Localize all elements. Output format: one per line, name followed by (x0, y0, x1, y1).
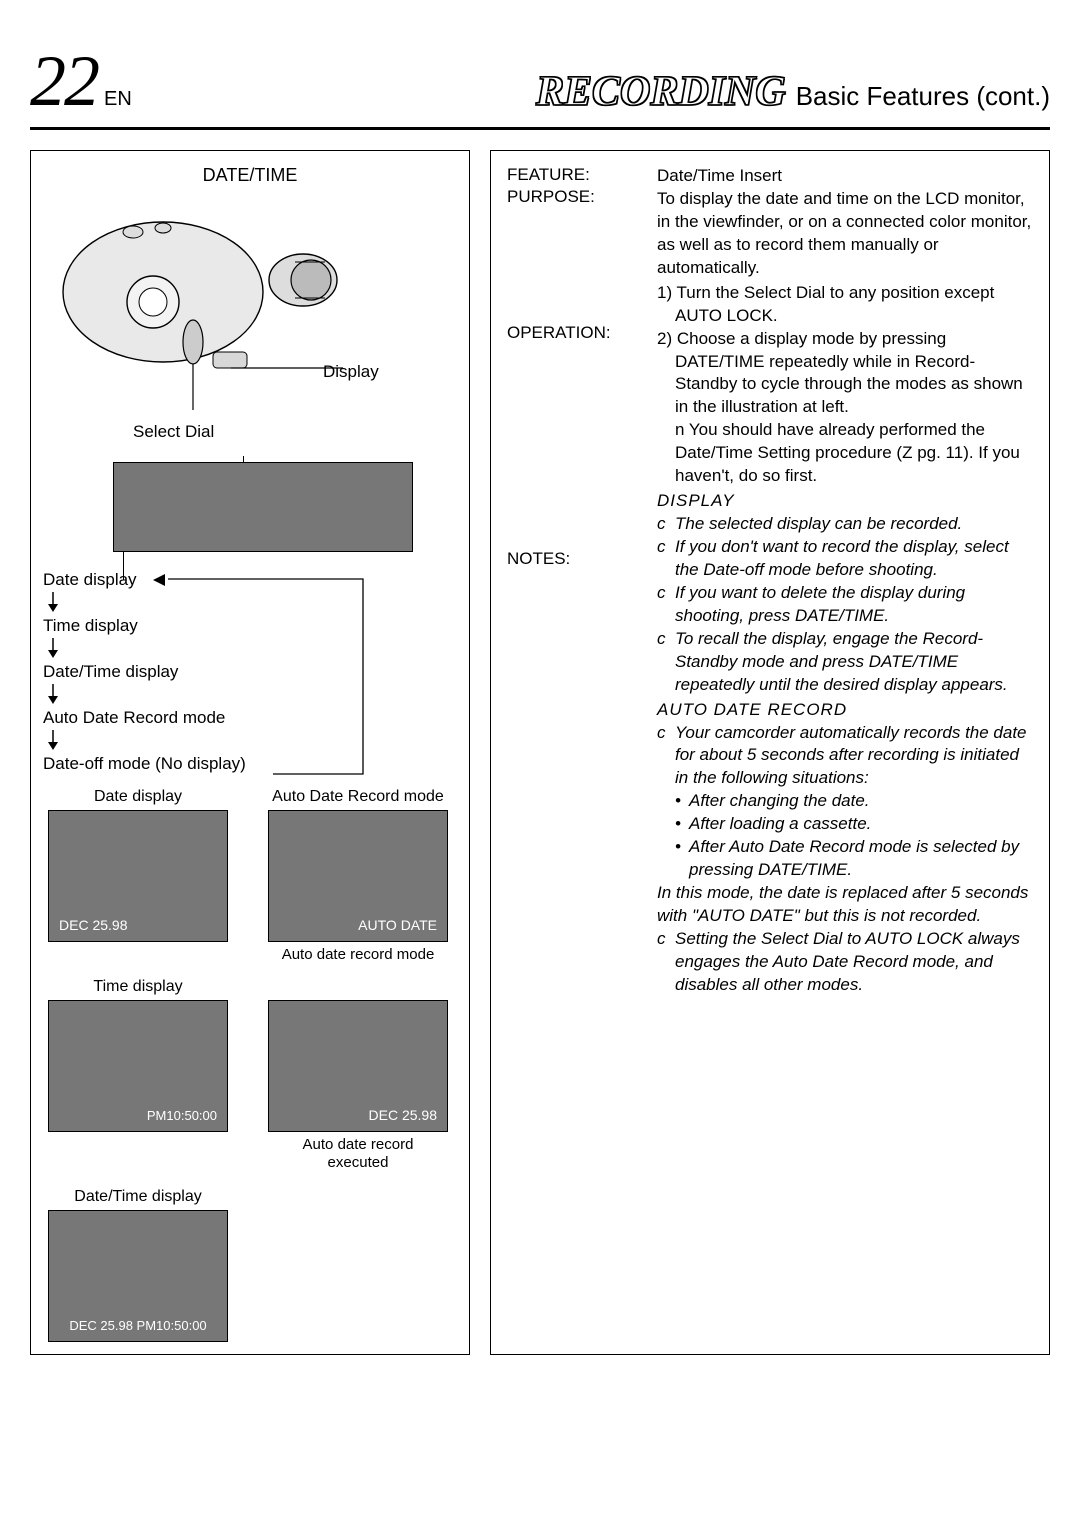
loop-back-line (163, 574, 383, 786)
thumb-date-display: Date display DEC 25.98 (43, 788, 233, 964)
select-dial-label: Select Dial (133, 422, 214, 442)
thumb-screen: DEC 25.98 (48, 810, 228, 942)
op-line: 1) Turn the Select Dial to any position … (675, 282, 1033, 328)
thumb-label: Date display (43, 788, 233, 806)
notes-text: If you don't want to record the display,… (675, 536, 1033, 582)
page-lang: EN (104, 88, 132, 111)
section-subtitle: Basic Features (cont.) (796, 81, 1050, 112)
thumb-screen: DEC 25.98 (268, 1000, 448, 1132)
thumb-datetime-display: Date/Time display DEC 25.98 PM10:50:00 (43, 1188, 233, 1342)
feature-value: Date/Time Insert (657, 165, 1033, 188)
thumb-label: Date/Time display (43, 1188, 233, 1206)
screen-text: DEC 25.98 PM10:50:00 (49, 1318, 227, 1333)
screen-text: DEC 25.98 (59, 917, 127, 933)
thumb-caption: Auto date record executed (263, 1136, 453, 1172)
notes-text: Setting the Select Dial to AUTO LOCK alw… (675, 928, 1033, 997)
thumb-caption: Auto date record mode (263, 946, 453, 964)
page-content: DATE/TIME (30, 150, 1050, 1355)
thumb-screen: AUTO DATE (268, 810, 448, 942)
notes-text: Your camcorder automatically records the… (675, 722, 1033, 791)
thumb-label: Auto Date Record mode (263, 788, 453, 806)
notes-item: cIf you don't want to record the display… (657, 536, 1033, 582)
notes-text: The selected display can be recorded. (675, 513, 962, 536)
notes-item: cThe selected display can be recorded. (657, 513, 1033, 536)
notes-item: cYour camcorder automatically records th… (657, 722, 1033, 791)
thumb-screen: DEC 25.98 PM10:50:00 (48, 1210, 228, 1342)
caption-line: Auto date record (303, 1136, 414, 1153)
connector-line (243, 456, 244, 462)
thumb-row-1: Date display DEC 25.98 Auto Date Record … (43, 788, 457, 964)
notes-item: cIf you want to delete the display durin… (657, 582, 1033, 628)
notes-auto-head: AUTO DATE RECORD (657, 699, 1033, 722)
screen-text: PM10:50:00 (147, 1108, 217, 1123)
operation-step: 1) Turn the Select Dial to any position … (657, 282, 1033, 328)
operation-step: 2) Choose a display mode by pressing DAT… (657, 328, 1033, 420)
thumb-auto-executed: DEC 25.98 Auto date record executed (263, 978, 453, 1172)
date-time-title: DATE/TIME (43, 165, 457, 186)
page-header: 22 EN RECORDING Basic Features (cont.) (30, 40, 1050, 130)
thumb-time-display: Time display PM10:50:00 (43, 978, 233, 1172)
operation-note: n You should have already performed the … (675, 419, 1033, 488)
purpose-value: To display the date and time on the LCD … (657, 188, 1033, 280)
left-column: DATE/TIME (30, 150, 470, 1355)
notes-display-head: DISPLAY (657, 490, 1033, 513)
notes-subitem: •After loading a cassette. (675, 813, 1033, 836)
mode-item-label: Date display (43, 570, 137, 589)
op-nline: n You should have already performed the … (675, 420, 1020, 485)
caption-line: executed (328, 1154, 389, 1171)
thumb-row-2: Time display PM10:50:00 DEC 25.98 Auto d… (43, 978, 457, 1172)
notes-subitem: •After changing the date. (675, 790, 1033, 813)
notes-subtext: After Auto Date Record mode is selected … (689, 836, 1033, 882)
label-operation: OPERATION: (507, 323, 647, 343)
notes-subtext: After changing the date. (689, 790, 870, 813)
mode-item-label: Date/Time display (43, 662, 178, 681)
mode-item-label: Time display (43, 616, 138, 635)
notes-item: cSetting the Select Dial to AUTO LOCK al… (657, 928, 1033, 997)
notes-text: To recall the display, engage the Record… (675, 628, 1033, 697)
thumb-label: Time display (43, 978, 233, 996)
notes-text: If you want to delete the display during… (675, 582, 1033, 628)
notes-tail: In this mode, the date is replaced after… (657, 882, 1033, 928)
thumb-screen: PM10:50:00 (48, 1000, 228, 1132)
label-feature: FEATURE: (507, 165, 647, 185)
op-line: 2) Choose a display mode by pressing DAT… (675, 328, 1033, 420)
camcorder-illustration: Display Select Dial (43, 192, 457, 462)
right-body-col: Date/Time Insert To display the date and… (657, 165, 1033, 1340)
section-title: RECORDING (536, 68, 786, 116)
thumb-auto-mode: Auto Date Record mode AUTO DATE Auto dat… (263, 788, 453, 964)
label-notes: NOTES: (507, 549, 647, 569)
screen-text: DEC 25.98 (369, 1107, 437, 1123)
page-number: 22 (30, 40, 98, 123)
screen-text: AUTO DATE (358, 917, 437, 933)
notes-subitem: •After Auto Date Record mode is selected… (675, 836, 1033, 882)
right-column: FEATURE: PURPOSE: OPERATION: NOTES: Date… (490, 150, 1050, 1355)
notes-subtext: After loading a cassette. (689, 813, 871, 836)
notes-item: cTo recall the display, engage the Recor… (657, 628, 1033, 697)
mode-cycle-list: Date display Time display Date/Time disp… (43, 570, 457, 774)
lcd-screen-box (113, 462, 413, 552)
display-label: Display (323, 362, 379, 382)
right-labels-col: FEATURE: PURPOSE: OPERATION: NOTES: (507, 165, 647, 1340)
label-purpose: PURPOSE: (507, 187, 647, 207)
